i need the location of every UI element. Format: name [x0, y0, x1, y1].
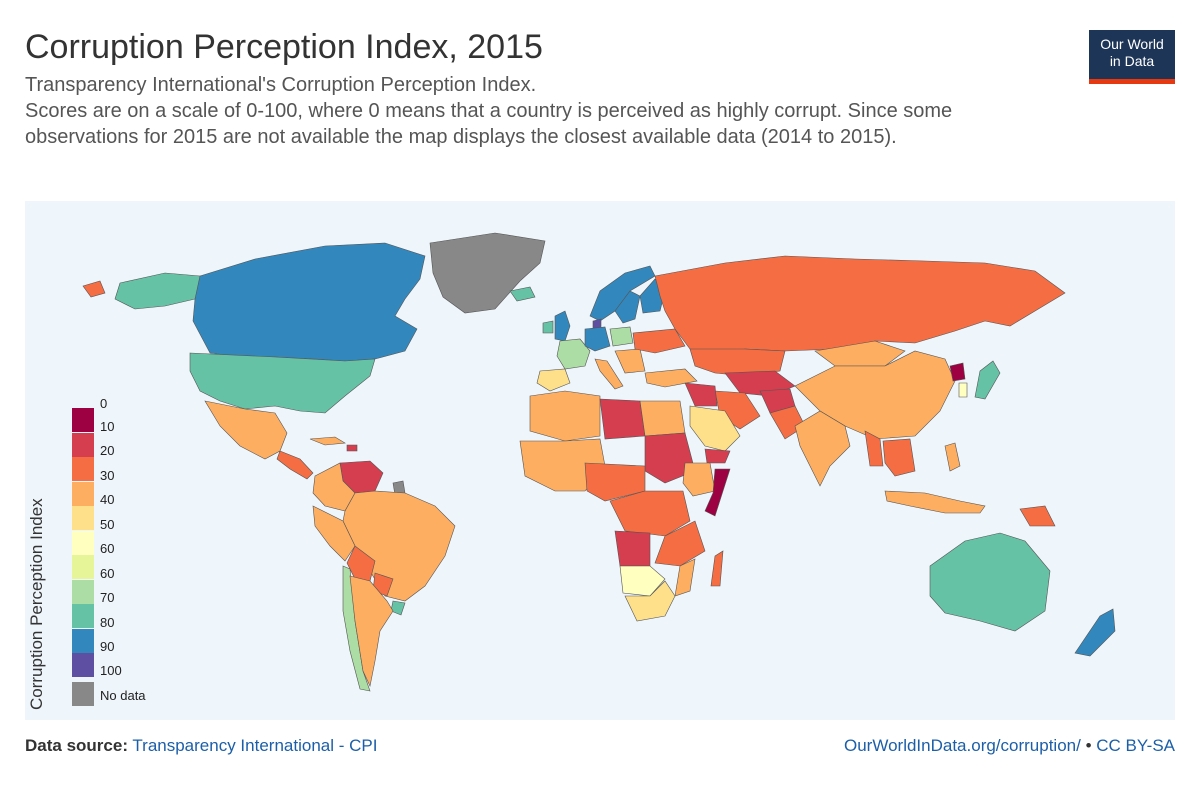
country-peru[interactable]: [312, 505, 356, 562]
legend-label: 70: [100, 590, 115, 605]
subtitle-line-2: Scores are on a scale of 0-100, where 0 …: [25, 100, 953, 148]
legend-label: 20: [100, 443, 115, 458]
country-usa[interactable]: [189, 352, 376, 414]
country-namibia-botswana[interactable]: [619, 565, 666, 597]
country-iceland[interactable]: [509, 286, 536, 302]
country-new-zealand[interactable]: [1074, 608, 1116, 657]
legend-label: 60: [100, 566, 115, 581]
country-canada[interactable]: [192, 242, 426, 362]
legend-swatch[interactable]: [72, 580, 94, 604]
country-angola[interactable]: [614, 530, 651, 567]
logo-accent-bar: [1089, 79, 1175, 84]
logo-line-2: in Data: [1109, 53, 1155, 69]
legend-swatch[interactable]: [72, 482, 94, 506]
legend-label: 50: [100, 517, 115, 532]
legend-label: 60: [100, 541, 115, 556]
legend-label: 40: [100, 492, 115, 507]
country-haiti[interactable]: [346, 444, 358, 452]
footer-separator: •: [1080, 736, 1097, 755]
logo-line-1: Our World: [1100, 36, 1164, 52]
country-spain[interactable]: [536, 368, 571, 392]
country-uruguay[interactable]: [390, 600, 406, 616]
country-japan[interactable]: [974, 360, 1001, 400]
source-link[interactable]: Transparency International - CPI: [132, 736, 378, 755]
country-central-america[interactable]: [276, 450, 314, 480]
country-russia[interactable]: [654, 255, 1066, 354]
owid-logo[interactable]: Our World in Data: [1089, 30, 1175, 84]
country-ethiopia[interactable]: [682, 462, 716, 497]
source-label: Data source:: [25, 736, 128, 755]
country-iraq-syria[interactable]: [684, 382, 718, 407]
legend-swatch[interactable]: [72, 629, 94, 653]
legend-swatch[interactable]: [72, 682, 94, 706]
country-indonesia[interactable]: [884, 490, 986, 514]
country-south-africa[interactable]: [624, 580, 676, 622]
country-yemen[interactable]: [704, 448, 731, 464]
legend-title: Corruption Perception Index: [27, 498, 46, 710]
country-libya[interactable]: [599, 398, 646, 440]
footer-source: Data source: Transparency International …: [25, 736, 377, 756]
country-north-korea[interactable]: [949, 362, 966, 382]
country-uk[interactable]: [554, 310, 571, 342]
world-map[interactable]: [25, 201, 1175, 720]
country-south-korea[interactable]: [958, 382, 968, 398]
country-india[interactable]: [794, 410, 851, 487]
country-poland[interactable]: [609, 326, 634, 347]
country-australia[interactable]: [929, 532, 1051, 632]
country-philippines[interactable]: [944, 442, 961, 472]
country-italy[interactable]: [594, 358, 624, 390]
country-nigeria-chad[interactable]: [584, 462, 646, 502]
country-argentina[interactable]: [349, 575, 394, 687]
chart-subtitle: Transparency International's Corruption …: [25, 72, 1065, 150]
legend-swatch[interactable]: [72, 506, 94, 530]
legend-label: 80: [100, 615, 115, 630]
legend-swatch[interactable]: [72, 653, 94, 677]
legend-label: 10: [100, 419, 115, 434]
country-somalia[interactable]: [704, 468, 731, 517]
map-svg[interactable]: [25, 201, 1175, 720]
country-ukraine[interactable]: [632, 328, 686, 354]
country-madagascar[interactable]: [710, 550, 724, 587]
country-france[interactable]: [556, 338, 591, 370]
country-germany[interactable]: [584, 326, 611, 352]
owid-url-link[interactable]: OurWorldInData.org/corruption/: [844, 736, 1081, 755]
country-turkey[interactable]: [644, 368, 698, 388]
legend-label: No data: [100, 688, 146, 703]
country-papua-new-guinea[interactable]: [1019, 505, 1056, 527]
country-southeast-asia[interactable]: [882, 438, 916, 477]
legend-label: 90: [100, 639, 115, 654]
country-mongolia[interactable]: [814, 340, 906, 367]
country-balkans[interactable]: [614, 348, 646, 374]
legend-swatch[interactable]: [72, 433, 94, 457]
legend-swatch[interactable]: [72, 408, 94, 432]
country-egypt[interactable]: [639, 400, 686, 437]
chart-title: Corruption Perception Index, 2015: [25, 28, 543, 66]
legend-swatch[interactable]: [72, 457, 94, 481]
country-ireland[interactable]: [542, 320, 554, 334]
country-alaska-tip[interactable]: [82, 280, 106, 298]
country-sweden[interactable]: [614, 290, 641, 324]
country-greenland[interactable]: [429, 232, 546, 314]
legend: 0 10 20 30 40 50 60 60 70 80 90 100 No data: [25, 396, 225, 720]
legend-swatch[interactable]: [72, 531, 94, 555]
legend-swatch[interactable]: [72, 555, 94, 579]
subtitle-line-1: Transparency International's Corruption …: [25, 74, 537, 96]
country-east-africa[interactable]: [654, 520, 706, 567]
legend-label: 30: [100, 468, 115, 483]
country-morocco-algeria[interactable]: [529, 390, 601, 442]
country-central-africa[interactable]: [609, 490, 691, 537]
country-mozambique[interactable]: [674, 558, 696, 597]
legend-swatch[interactable]: [72, 604, 94, 628]
country-cuba[interactable]: [309, 436, 346, 446]
footer-right: OurWorldInData.org/corruption/ • CC BY-S…: [844, 736, 1175, 756]
legend-label: 100: [100, 663, 122, 678]
license-link[interactable]: CC BY-SA: [1096, 736, 1175, 755]
legend-label: 0: [100, 396, 108, 411]
country-sudan[interactable]: [644, 432, 696, 484]
country-myanmar[interactable]: [864, 430, 884, 467]
